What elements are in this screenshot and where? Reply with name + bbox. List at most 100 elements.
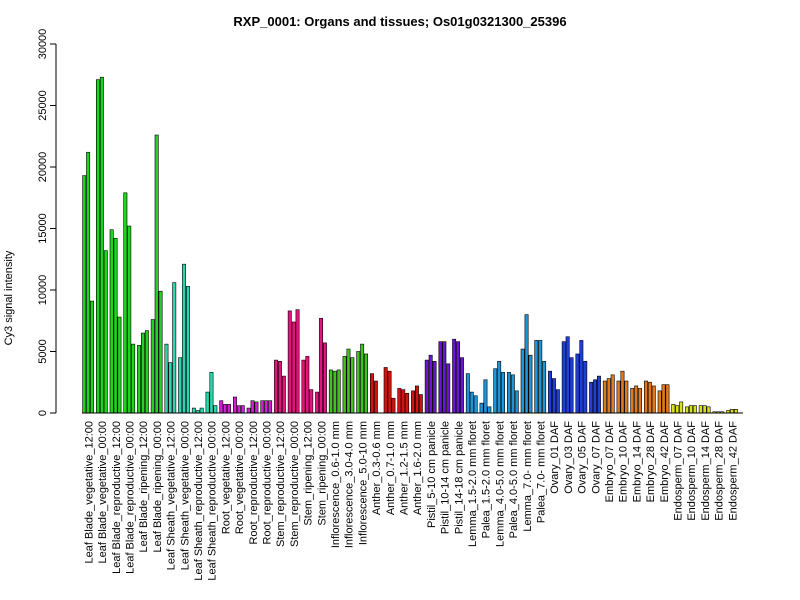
bar bbox=[301, 359, 306, 414]
y-tick-label: 25000 bbox=[37, 90, 49, 121]
bar bbox=[260, 400, 265, 414]
x-axis: Leaf Blade_vegetative_12:00 Leaf Blade_ve… bbox=[83, 421, 739, 581]
bar bbox=[730, 409, 735, 414]
x-tick-label: Anther_1.6-2.0 mm bbox=[412, 421, 424, 515]
bar bbox=[82, 175, 87, 414]
bar bbox=[692, 405, 697, 414]
y-axis-label: Cy3 signal intensity bbox=[3, 250, 15, 345]
bar bbox=[246, 407, 251, 414]
bar bbox=[596, 375, 601, 414]
bar bbox=[150, 319, 155, 414]
bar bbox=[322, 342, 327, 414]
bar bbox=[630, 388, 635, 414]
y-tick-label: 20000 bbox=[37, 152, 49, 183]
y-tick-label: 0 bbox=[37, 410, 49, 416]
bar bbox=[131, 343, 136, 414]
bar bbox=[405, 393, 410, 414]
bar bbox=[442, 341, 447, 414]
bar bbox=[548, 370, 553, 414]
bar bbox=[465, 373, 470, 414]
bar bbox=[643, 380, 648, 414]
x-tick-label: Anther_0.3-0.6 mm bbox=[371, 421, 383, 515]
bar bbox=[411, 390, 415, 414]
bar bbox=[493, 368, 498, 414]
bar bbox=[172, 282, 177, 414]
bar bbox=[328, 369, 333, 414]
bars-layer bbox=[82, 76, 738, 414]
x-tick-label: Leaf Sheath_vegetative_00:00 bbox=[179, 421, 191, 570]
bar bbox=[589, 381, 594, 414]
x-tick-label: Inflorescence_0.6-1.0 mm bbox=[330, 421, 342, 548]
bar bbox=[497, 361, 502, 414]
bar bbox=[309, 389, 314, 414]
bar bbox=[127, 225, 132, 414]
bar bbox=[186, 286, 190, 414]
x-tick-label: Pistil_10-14 cm panicle bbox=[440, 421, 452, 534]
bar bbox=[383, 367, 388, 414]
x-tick-label: Embryo_10 DAF bbox=[618, 421, 630, 503]
bar bbox=[191, 407, 196, 414]
bar bbox=[96, 79, 100, 414]
bar bbox=[254, 401, 259, 414]
bar bbox=[164, 343, 169, 414]
x-tick-label: Embryo_07 DAF bbox=[604, 421, 616, 503]
x-tick-label: Stem_ripening_12:00 bbox=[303, 421, 315, 526]
x-tick-label: Embryo_14 DAF bbox=[631, 421, 643, 503]
x-tick-label: Endosperm_28 DAF bbox=[714, 421, 726, 521]
x-tick-label: Root_reproductive_12:00 bbox=[248, 421, 260, 545]
x-tick-label: Pistil_5-10 cm panicle bbox=[426, 421, 438, 528]
bar bbox=[346, 348, 351, 414]
bar bbox=[456, 341, 460, 414]
bar bbox=[510, 374, 515, 414]
bar bbox=[401, 389, 406, 414]
x-tick-label: Anther_0.7-1.0 mm bbox=[385, 421, 397, 515]
bar bbox=[144, 330, 149, 414]
x-tick-label: Stem_ripening_00:00 bbox=[316, 421, 328, 526]
bar bbox=[579, 340, 584, 414]
x-tick-label: Ovary_05 DAF bbox=[577, 421, 589, 494]
bar bbox=[469, 391, 474, 414]
bar bbox=[624, 380, 629, 414]
bar bbox=[287, 310, 292, 414]
bar bbox=[651, 385, 656, 414]
x-tick-label: Ovary_03 DAF bbox=[563, 421, 575, 494]
bar bbox=[113, 238, 118, 414]
bar bbox=[459, 357, 464, 414]
x-tick-label: Ovary_01 DAF bbox=[549, 421, 561, 494]
bar bbox=[236, 405, 241, 414]
bar bbox=[154, 134, 159, 414]
chart-title: RXP_0001: Organs and tissues; Os01g03213… bbox=[233, 14, 566, 29]
bar bbox=[698, 405, 703, 414]
x-tick-label: Leaf Sheath_vegetative_12:00 bbox=[166, 421, 178, 570]
bar bbox=[418, 394, 423, 414]
bar bbox=[602, 380, 607, 414]
bar bbox=[182, 263, 186, 414]
bar bbox=[277, 361, 282, 414]
x-tick-label: Root_vegetative_00:00 bbox=[234, 421, 246, 534]
bar bbox=[514, 390, 519, 414]
x-tick-label: Leaf Blade_vegetative_12:00 bbox=[83, 421, 95, 564]
bar bbox=[205, 391, 210, 414]
bar bbox=[240, 405, 245, 414]
bar bbox=[446, 363, 451, 414]
bar bbox=[534, 340, 539, 414]
bar bbox=[506, 372, 511, 414]
x-tick-label: Palea_4.0-5.0 mm floret bbox=[508, 421, 520, 538]
bar bbox=[657, 390, 662, 414]
bar bbox=[565, 336, 570, 414]
bar bbox=[178, 357, 183, 414]
bar bbox=[99, 76, 104, 414]
bar bbox=[373, 380, 378, 414]
bar bbox=[647, 381, 652, 414]
bar bbox=[452, 338, 457, 414]
bar bbox=[473, 395, 478, 414]
bar bbox=[520, 348, 525, 414]
bar bbox=[620, 370, 625, 414]
bar bbox=[387, 370, 392, 414]
bar bbox=[291, 321, 296, 414]
bar bbox=[524, 314, 529, 414]
bar bbox=[479, 402, 484, 414]
bar bbox=[123, 192, 128, 414]
